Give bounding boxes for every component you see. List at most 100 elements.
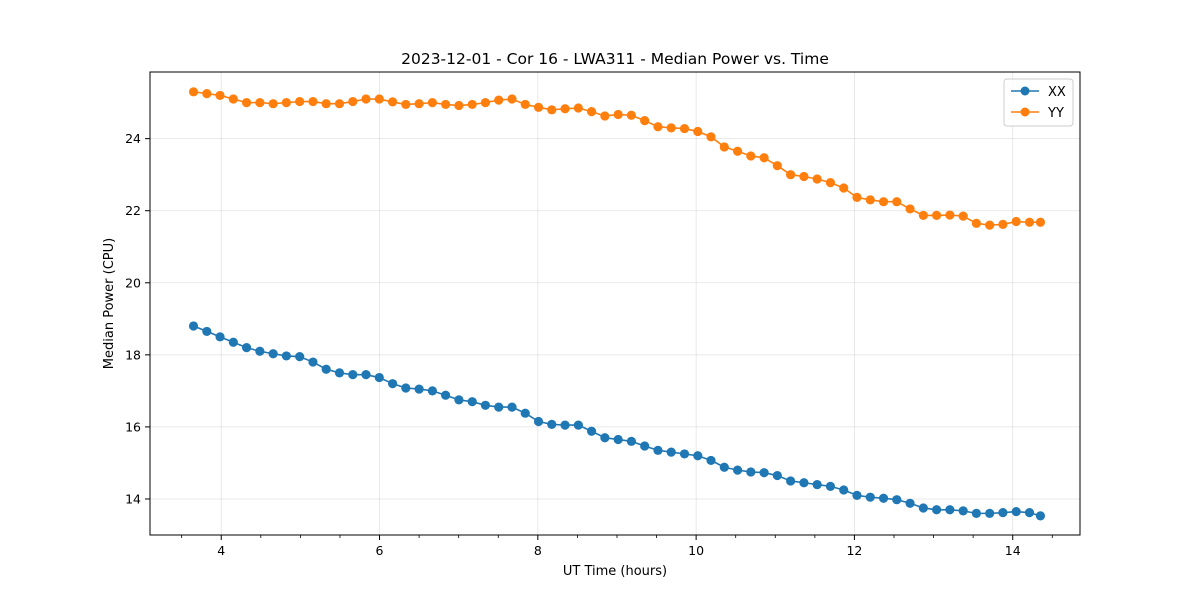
- data-point-yy: [308, 96, 318, 107]
- data-point-xx: [387, 379, 398, 389]
- y-tick-label: 22: [125, 203, 141, 218]
- data-point-yy: [480, 98, 491, 108]
- data-point-yy: [454, 100, 464, 111]
- data-point-xx: [878, 493, 889, 503]
- legend-marker-yy: [1020, 107, 1030, 117]
- data-point-yy: [467, 99, 477, 110]
- data-point-yy: [1011, 216, 1021, 227]
- data-point-yy: [494, 95, 504, 105]
- series-yy: [188, 87, 1046, 230]
- data-point-yy: [374, 94, 384, 104]
- data-point-xx: [348, 370, 358, 380]
- plot-area: 4 6 8 10 12 14 14 16 18 20 22 24: [125, 71, 1081, 558]
- data-point-yy: [586, 107, 597, 117]
- data-point-yy: [640, 116, 650, 126]
- data-point-xx: [334, 368, 345, 378]
- legend: XX YY: [1003, 78, 1074, 127]
- data-point-yy: [772, 161, 782, 171]
- data-point-yy: [560, 104, 570, 114]
- legend-label-xx: XX: [1048, 85, 1066, 100]
- y-axis-label: Median Power (CPU): [102, 238, 117, 369]
- x-tick-label: 12: [846, 543, 862, 558]
- data-point-xx: [188, 321, 199, 331]
- data-point-yy: [865, 195, 875, 205]
- data-point-xx: [268, 349, 278, 359]
- data-point-yy: [759, 153, 769, 163]
- data-point-xx: [441, 390, 451, 400]
- x-tick-label: 6: [376, 543, 384, 558]
- data-point-yy: [427, 98, 437, 108]
- series-layer: [188, 87, 1046, 521]
- data-point-xx: [401, 383, 411, 393]
- data-point-yy: [799, 171, 809, 182]
- data-point-xx: [600, 433, 610, 443]
- x-tick-label: 10: [688, 543, 704, 558]
- data-point-yy: [839, 183, 849, 193]
- data-point-yy: [228, 94, 238, 104]
- data-point-yy: [733, 146, 743, 156]
- data-point-yy: [878, 197, 889, 207]
- data-point-yy: [958, 211, 968, 221]
- data-point-yy: [812, 174, 822, 184]
- data-point-yy: [613, 109, 623, 120]
- data-point-yy: [1024, 217, 1035, 227]
- data-point-yy: [600, 111, 610, 121]
- data-point-xx: [679, 449, 690, 459]
- data-point-yy: [334, 99, 345, 109]
- data-point-xx: [374, 372, 384, 383]
- data-point-yy: [825, 178, 836, 188]
- y-tick-label: 18: [125, 347, 141, 362]
- data-point-yy: [401, 99, 411, 110]
- data-point-yy: [441, 99, 451, 110]
- data-point-yy: [945, 210, 955, 220]
- data-point-xx: [361, 370, 371, 380]
- data-point-xx: [799, 478, 809, 488]
- data-point-yy: [215, 90, 225, 101]
- data-point-xx: [255, 346, 265, 356]
- data-point-yy: [1035, 217, 1046, 227]
- data-point-yy: [931, 210, 942, 220]
- data-point-xx: [666, 447, 676, 457]
- data-point-xx: [573, 420, 583, 430]
- data-point-xx: [533, 416, 544, 427]
- data-point-yy: [202, 89, 212, 99]
- data-point-xx: [905, 498, 915, 508]
- data-point-xx: [295, 352, 305, 362]
- data-point-xx: [1024, 508, 1035, 518]
- y-tick-label: 16: [125, 419, 141, 434]
- data-point-xx: [1035, 511, 1046, 521]
- data-point-yy: [719, 142, 729, 152]
- data-point-yy: [520, 99, 530, 110]
- y-tick-label: 14: [125, 491, 141, 506]
- x-tick-label: 14: [1005, 543, 1021, 558]
- legend-item-xx: XX: [1011, 85, 1066, 100]
- data-point-xx: [480, 400, 491, 410]
- data-point-xx: [215, 332, 225, 342]
- data-point-xx: [892, 495, 902, 505]
- data-point-xx: [281, 351, 291, 361]
- data-point-yy: [573, 103, 583, 113]
- legend-item-yy: YY: [1011, 106, 1064, 121]
- data-point-yy: [746, 151, 756, 161]
- data-point-xx: [640, 441, 650, 451]
- data-point-yy: [985, 220, 995, 230]
- data-point-yy: [268, 99, 278, 109]
- chart-title: 2023-12-01 - Cor 16 - LWA311 - Median Po…: [401, 50, 829, 68]
- data-point-yy: [547, 105, 557, 115]
- data-point-yy: [507, 94, 517, 104]
- data-point-xx: [693, 451, 703, 461]
- x-tick-label: 4: [217, 543, 225, 558]
- data-point-yy: [971, 218, 981, 228]
- data-point-xx: [1011, 506, 1021, 517]
- data-point-xx: [958, 506, 968, 516]
- y-tick-label: 24: [125, 131, 141, 146]
- data-point-xx: [507, 402, 517, 412]
- data-point-xx: [852, 490, 862, 500]
- data-point-yy: [241, 98, 252, 108]
- data-point-xx: [786, 476, 796, 486]
- data-point-xx: [228, 337, 238, 347]
- data-point-yy: [852, 192, 862, 202]
- axes-frame: [149, 71, 1081, 536]
- legend-marker-xx: [1020, 86, 1030, 96]
- data-point-yy: [626, 110, 636, 120]
